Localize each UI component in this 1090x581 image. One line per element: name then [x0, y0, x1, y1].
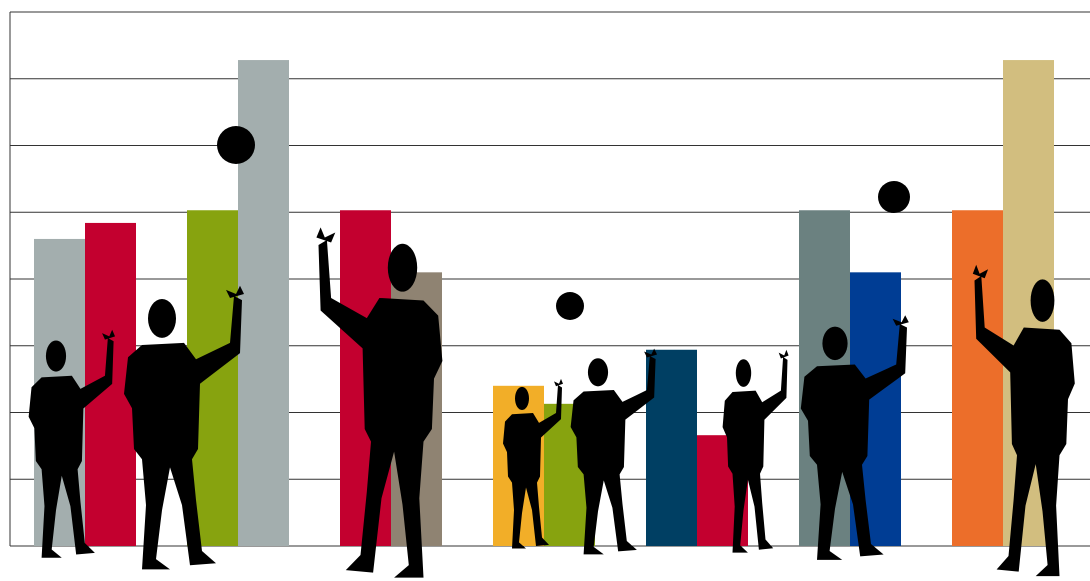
ball — [878, 181, 910, 213]
bar — [952, 210, 1003, 546]
ball — [217, 126, 255, 164]
ball — [556, 292, 584, 320]
silhouettes — [28, 126, 1075, 578]
